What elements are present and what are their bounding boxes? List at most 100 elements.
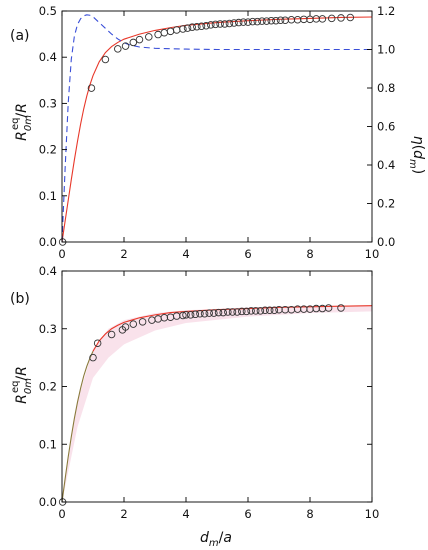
panel-a-series-0-point xyxy=(135,35,144,44)
panel-a-ylabel: R0meq/R xyxy=(10,103,34,141)
panel-a-x-tick-label: 8 xyxy=(306,247,313,261)
panel-b-series-1-point xyxy=(224,308,232,316)
panel-b-x-tick-label: 8 xyxy=(306,507,313,521)
panel-b-series-1-point xyxy=(186,311,195,319)
panel-a-series-0-point xyxy=(166,27,175,36)
panel-a-series-0-point xyxy=(87,84,96,92)
panel-b-series-1-point xyxy=(138,318,147,326)
panel-a-series-0-point xyxy=(346,13,355,22)
panel-a-series-0-point xyxy=(216,20,224,28)
panel-b-x-tick-label: 4 xyxy=(182,507,189,521)
panel-b-series-1-point xyxy=(251,307,260,315)
panel-a-series-0-point xyxy=(114,45,122,53)
panel-a-y-tick-label: 0.0 xyxy=(39,235,57,249)
panel-b-y-tick-label: 0.2 xyxy=(39,380,57,394)
panel-b: 0 2 4 6 8 10 0.0 0.1 0.2 0.3 0.4 (b) xyxy=(10,264,379,521)
panel-a-series-0-point xyxy=(172,26,181,34)
panel-a-y2-tick-label: 0.0 xyxy=(377,235,395,249)
panel-b-series-1-point xyxy=(219,308,227,317)
panel-a-series-0-point xyxy=(121,42,130,50)
panel-a-series-0-point xyxy=(267,16,276,25)
panel-b-series-1-point xyxy=(179,311,187,320)
panel-b-series-1-point xyxy=(256,307,265,315)
panel-a-y2-tick-label: 0.2 xyxy=(377,197,395,211)
panel-b-series-1-point xyxy=(191,310,200,319)
panel-a-series-0-point xyxy=(160,28,169,37)
panel-b-series-1-point xyxy=(242,307,251,316)
panel-a: 0 2 4 6 8 100.00.10.20.30.40.50.00.20.40.60.8… xyxy=(10,4,395,261)
panel-a-series-0-point xyxy=(312,15,320,23)
panel-b-series-1-point xyxy=(238,307,246,316)
panel-a-series-0-point xyxy=(239,18,248,26)
panel-b-x-tick-label: 6 xyxy=(244,507,251,521)
panel-b-series-1-point xyxy=(107,330,116,339)
panel-a-series-0-point xyxy=(183,24,192,32)
panel-a-series-0-point xyxy=(272,16,280,25)
panel-b-label: (b) xyxy=(10,291,30,307)
panel-a-y-tick-label: 0.4 xyxy=(39,50,57,64)
panel-a-x-tick-label: 6 xyxy=(244,247,251,261)
panel-a-x-tick-label: 0 xyxy=(58,247,65,261)
panel-b-y-tick-label: 0.0 xyxy=(39,495,57,509)
panel-a-series-0-point xyxy=(327,14,336,23)
panel-a-series-0-point xyxy=(300,15,308,24)
panel-b-series-1-point xyxy=(265,306,274,315)
panel-a-y2-tick-label: 1.2 xyxy=(377,4,395,18)
panel-b-series-1-point xyxy=(93,339,102,347)
panel-a-x-tick-label: 10 xyxy=(365,247,380,261)
panel-b-y-tick-label: 0.4 xyxy=(39,264,57,278)
panel-a-series-0-point xyxy=(281,16,289,24)
panel-a-series-0-point xyxy=(220,20,229,28)
panel-a-series-0-point xyxy=(197,22,206,31)
panel-a-series-0-point xyxy=(188,23,196,31)
panel-b-series-1-point xyxy=(121,323,130,331)
panel-a-series-0-point xyxy=(154,30,162,39)
panel-b-xlabel: dm/a xyxy=(200,530,232,549)
panel-a-series-2-line xyxy=(62,14,372,242)
panel-a-series-0-point xyxy=(129,38,138,47)
panel-a-x-tick-label: 4 xyxy=(182,247,189,261)
panel-a-series-1-line xyxy=(62,16,372,242)
panel-a-series-0-point xyxy=(230,19,238,27)
panel-a-series-0-point xyxy=(234,18,243,27)
panel-a-series-0-point xyxy=(101,55,110,64)
panel-a-series-0-point xyxy=(179,25,187,33)
panel-a-series-0-point xyxy=(253,17,262,26)
panel-b-x-tick-label: 0 xyxy=(58,507,65,521)
panel-a-y2-tick-label: 0.8 xyxy=(377,81,395,95)
panel-a-series-0-point xyxy=(145,33,153,41)
panel-a-plot-area xyxy=(62,14,372,242)
panel-b-series-1-point xyxy=(210,309,218,317)
panel-a-label: (a) xyxy=(10,28,30,44)
panel-b-series-1-point xyxy=(233,308,241,316)
panel-a-series-0-point xyxy=(262,17,271,25)
panel-a-series-0-point xyxy=(258,17,266,25)
panel-b-series-1-point xyxy=(129,320,138,328)
panel-a-series-0-point xyxy=(318,15,327,23)
panel-a-series-0-point xyxy=(225,19,234,28)
panel-b-series-1-point xyxy=(324,304,333,312)
panel-a-series-0-point xyxy=(202,22,210,30)
panel-a-x-tick-label: 2 xyxy=(120,247,127,261)
panel-b-series-1-point xyxy=(228,308,237,316)
panel-a-series-0-point xyxy=(337,14,345,22)
panel-b-y-tick-label: 0.1 xyxy=(39,437,57,451)
panel-b-ylabel: R0meq/R xyxy=(10,366,34,404)
panel-a-y-tick-label: 0.2 xyxy=(39,143,57,157)
panel-a-y-tick-label: 0.5 xyxy=(39,4,57,18)
panel-a-series-0-point xyxy=(244,18,252,26)
panel-b-series-1-point xyxy=(196,309,204,318)
panel-a-series-0-point xyxy=(276,16,285,24)
panel-a-series-0-point xyxy=(248,17,257,26)
panel-a-series-0-point xyxy=(306,15,314,24)
panel-b-x-tick-label: 10 xyxy=(365,507,380,521)
panel-b-frame xyxy=(61,270,373,503)
panel-a-series-0-point xyxy=(211,20,220,29)
panel-a-y-tick-label: 0.3 xyxy=(39,96,57,110)
panel-b-y-tick-label: 0.3 xyxy=(39,322,57,336)
panel-a-y2-tick-label: 0.4 xyxy=(377,158,395,172)
panel-a-y2label: η(dm) xyxy=(407,136,426,174)
panel-b-series-2-line xyxy=(62,351,94,502)
panel-a-series-0-point xyxy=(293,16,302,24)
